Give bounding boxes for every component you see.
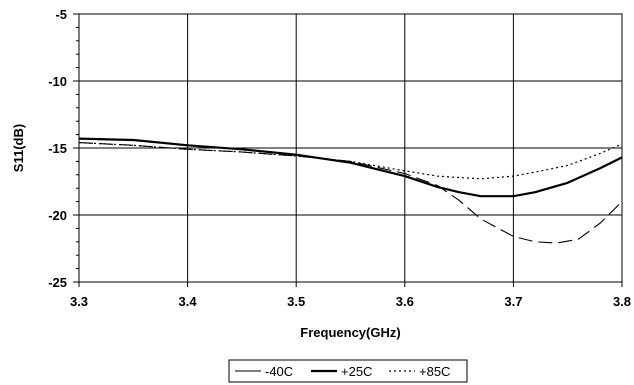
series-line-2 xyxy=(78,142,623,180)
series-line-0 xyxy=(78,142,623,244)
x-tick-label: 3.6 xyxy=(396,294,414,309)
legend: -40C +25C +85C xyxy=(228,359,468,383)
series-line-1 xyxy=(78,137,623,198)
y-tick-label: -15 xyxy=(48,141,67,156)
y-tick-label: -20 xyxy=(48,208,67,223)
y-tick-label: -5 xyxy=(55,7,67,22)
y-axis-title: S11(dB) xyxy=(11,124,26,172)
y-tick-label: -25 xyxy=(48,275,67,290)
y-tick-label: -10 xyxy=(48,74,67,89)
series-layer xyxy=(78,137,623,244)
legend-label: +85C xyxy=(419,364,450,379)
legend-box xyxy=(228,359,468,383)
legend-label: +25C xyxy=(341,364,372,379)
x-tick-label: 3.5 xyxy=(287,294,305,309)
x-tick-label: 3.3 xyxy=(70,294,88,309)
axis-ticks: 3.3 3.4 3.5 3.6 3.7 3.8 -5 -10 -15 -20 -25 xyxy=(48,7,631,309)
x-axis-title: Frequency(GHz) xyxy=(300,325,400,340)
legend-label: -40C xyxy=(265,364,293,379)
x-tick-label: 3.7 xyxy=(504,294,522,309)
x-tick-label: 3.4 xyxy=(179,294,198,309)
x-tick-label: 3.8 xyxy=(613,294,631,309)
